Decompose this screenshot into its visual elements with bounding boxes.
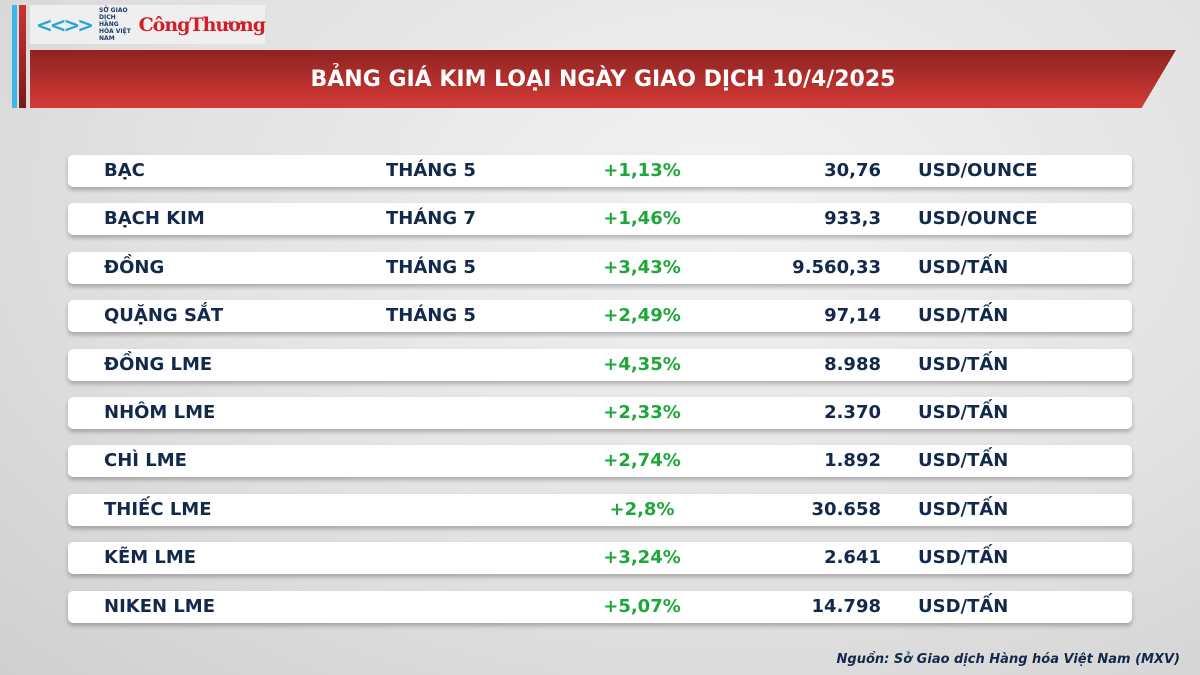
price-unit: USD/TẤN [918, 353, 1009, 375]
price-value: 9.560,33 [792, 256, 881, 278]
price-unit: USD/OUNCE [918, 208, 1038, 230]
metal-name: CHÌ LME [104, 450, 187, 472]
change-percent: +2,74% [603, 450, 681, 472]
table-row: ĐỒNG THÁNG 5 +3,43% 9.560,33 USD/TẤN [68, 251, 1132, 284]
change-percent: +2,49% [603, 305, 681, 327]
price-unit: USD/TẤN [918, 595, 1009, 617]
logo: <<>> SỞ GIAO DỊCH HÀNG HÓA VIỆT NAM Công… [30, 5, 266, 44]
contract-month: THÁNG 5 [386, 256, 476, 278]
price-unit: USD/TẤN [918, 305, 1009, 327]
table-row: BẠC THÁNG 5 +1,13% 30,76 USD/OUNCE [68, 155, 1132, 187]
price-value: 14.798 [811, 595, 881, 617]
price-unit: USD/TẤN [918, 402, 1009, 423]
contract-month: THÁNG 5 [386, 305, 476, 327]
title-banner: BẢNG GIÁ KIM LOẠI NGÀY GIAO DỊCH 10/4/20… [30, 50, 1176, 108]
change-percent: +3,24% [603, 547, 681, 569]
metal-name: ĐỒNG LME [104, 353, 213, 375]
source-note: Nguồn: Sở Giao dịch Hàng hóa Việt Nam (M… [836, 652, 1180, 667]
price-value: 97,14 [824, 305, 881, 327]
price-unit: USD/TẤN [918, 450, 1009, 472]
price-unit: USD/TẤN [918, 256, 1009, 278]
accent-bar-blue [12, 5, 17, 108]
metal-name: KẼM LME [104, 547, 197, 569]
change-percent: +2,33% [603, 402, 681, 423]
change-percent: +2,8% [609, 498, 675, 520]
table-row: CHÌ LME +2,74% 1.892 USD/TẤN [68, 445, 1132, 478]
price-value: 1.892 [824, 450, 881, 472]
accent-bar-red [19, 5, 26, 108]
metal-name: BẠC [104, 160, 145, 181]
price-unit: USD/OUNCE [918, 160, 1038, 181]
change-percent: +4,35% [603, 353, 681, 375]
metal-name: THIẾC LME [104, 498, 212, 520]
contract-month: THÁNG 7 [386, 208, 476, 230]
change-percent: +5,07% [603, 595, 681, 617]
price-value: 30.658 [811, 498, 881, 520]
logo-brand: CôngThương [138, 13, 266, 36]
price-value: 2.641 [824, 547, 881, 569]
table-row: BẠCH KIM THÁNG 7 +1,46% 933,3 USD/OUNCE [68, 203, 1132, 236]
price-value: 2.370 [824, 402, 881, 423]
table-row: NIKEN LME +5,07% 14.798 USD/TẤN [68, 590, 1132, 623]
metal-name: NHÔM LME [104, 402, 216, 423]
change-percent: +1,46% [603, 208, 681, 230]
price-value: 30,76 [824, 160, 881, 181]
price-value: 933,3 [824, 208, 881, 230]
table-row: THIẾC LME +2,8% 30.658 USD/TẤN [68, 493, 1132, 526]
page-title: BẢNG GIÁ KIM LOẠI NGÀY GIAO DỊCH 10/4/20… [310, 66, 896, 92]
price-unit: USD/TẤN [918, 547, 1009, 569]
contract-month: THÁNG 5 [386, 160, 476, 181]
metal-name: BẠCH KIM [104, 208, 205, 230]
change-percent: +1,13% [603, 160, 681, 181]
table-row: NHÔM LME +2,33% 2.370 USD/TẤN [68, 397, 1132, 429]
table-row: QUẶNG SẮT THÁNG 5 +2,49% 97,14 USD/TẤN [68, 300, 1132, 333]
price-value: 8.988 [824, 353, 881, 375]
table-row: KẼM LME +3,24% 2.641 USD/TẤN [68, 542, 1132, 575]
metal-name: ĐỒNG [104, 256, 165, 278]
metal-name: NIKEN LME [104, 595, 216, 617]
table-row: ĐỒNG LME +4,35% 8.988 USD/TẤN [68, 348, 1132, 381]
change-percent: +3,43% [603, 256, 681, 278]
metal-name: QUẶNG SẮT [104, 305, 224, 327]
price-unit: USD/TẤN [918, 498, 1009, 520]
logo-org-text: SỞ GIAO DỊCH HÀNG HÓA VIỆT NAM [99, 7, 131, 42]
mxv-logo-icon: <<>> [36, 12, 94, 37]
